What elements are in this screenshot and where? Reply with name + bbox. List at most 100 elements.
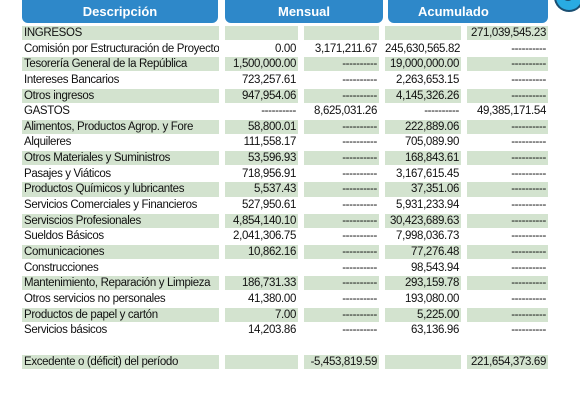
total-row-monthly-total: -5,453,819.59 bbox=[304, 354, 379, 369]
row-monthly-detail: 10,862.16 bbox=[225, 244, 298, 260]
row-cumulative-detail: 245,630,565.82 bbox=[385, 42, 461, 55]
row-monthly-detail: 53,596.93 bbox=[225, 151, 298, 166]
row-description: Alimentos, Productos Agrop. y Fore bbox=[22, 119, 219, 135]
row-cumulative-detail: 77,276.48 bbox=[385, 244, 461, 260]
table-row: Comisión por Estructuración de Proyectos… bbox=[22, 42, 548, 58]
row-monthly-detail: 0.00 bbox=[275, 42, 296, 55]
row-cumulative-detail: 7,998,036.73 bbox=[396, 230, 459, 243]
table-row: Tesorería General de la República 1,500,0… bbox=[22, 57, 548, 73]
row-cumulative-total: ---------- bbox=[511, 199, 546, 212]
row-description: Servicios básicos bbox=[24, 324, 107, 337]
row-cumulative-total: ---------- bbox=[511, 292, 546, 305]
row-cumulative-detail: 168,843.61 bbox=[385, 151, 461, 166]
row-description: Servicios Comerciales y Financieros bbox=[24, 199, 198, 212]
column-header-monthly: Mensual bbox=[225, 0, 383, 23]
row-monthly-total: ---------- bbox=[304, 182, 379, 197]
row-monthly-total: ---------- bbox=[304, 57, 379, 72]
row-cumulative-detail: 5,931,233.94 bbox=[396, 199, 459, 212]
row-cumulative-total: ---------- bbox=[511, 136, 546, 149]
row-monthly-total bbox=[304, 26, 379, 41]
table-row: Alquileres 111,558.17 ---------- 705,089.90… bbox=[22, 135, 548, 151]
row-monthly-detail bbox=[225, 261, 298, 275]
row-cumulative-detail: 193,080.00 bbox=[404, 292, 459, 305]
table-spacer bbox=[22, 339, 548, 355]
row-monthly-total: ---------- bbox=[342, 167, 377, 180]
row-cumulative-detail: 4,145,326.26 bbox=[385, 88, 461, 103]
row-description: Comunicaciones bbox=[22, 244, 219, 260]
row-monthly-total: ---------- bbox=[342, 199, 377, 212]
total-row-cumulative-total: 221,654,373.69 bbox=[467, 354, 548, 369]
column-header-description: Descripción bbox=[22, 0, 218, 23]
row-cumulative-total: ---------- bbox=[467, 307, 548, 322]
row-cumulative-total: ---------- bbox=[511, 73, 546, 86]
row-cumulative-detail: 30,423,689.63 bbox=[385, 213, 461, 228]
row-description: Pasajes y Viáticos bbox=[24, 167, 111, 180]
row-cumulative-total: ---------- bbox=[511, 167, 546, 180]
row-cumulative-total: ---------- bbox=[467, 88, 548, 103]
table-row: INGRESOS 271,039,545.23 bbox=[22, 26, 548, 42]
column-header-cumulative: Acumulado bbox=[388, 0, 548, 23]
row-cumulative-detail: ---------- bbox=[424, 105, 459, 118]
table-row: Otros Materiales y Suministros 53,596.93-… bbox=[22, 151, 548, 167]
row-monthly-detail: 723,257.61 bbox=[241, 73, 296, 86]
row-monthly-total: ---------- bbox=[304, 307, 379, 322]
row-cumulative-detail: 98,543.94 bbox=[410, 261, 459, 274]
row-monthly-detail: 718,956.91 bbox=[241, 167, 296, 180]
row-monthly-detail: 111,558.17 bbox=[243, 136, 297, 149]
row-monthly-detail: 4,854,140.10 bbox=[225, 213, 298, 228]
row-monthly-total: ---------- bbox=[342, 324, 377, 337]
table-row: Alimentos, Productos Agrop. y Fore 58,800… bbox=[22, 119, 548, 136]
row-monthly-detail: 41,380.00 bbox=[247, 292, 296, 305]
table-row: Servicios Comerciales y Financieros 527,9… bbox=[22, 198, 548, 214]
row-cumulative-total: ---------- bbox=[467, 182, 548, 197]
row-cumulative-total: 271,039,545.23 bbox=[467, 26, 548, 41]
row-monthly-total: ---------- bbox=[304, 244, 379, 260]
row-description: Otros servicios no personales bbox=[24, 292, 166, 305]
row-monthly-total: ---------- bbox=[304, 151, 379, 166]
row-cumulative-detail: 3,167,615.45 bbox=[396, 167, 459, 180]
row-cumulative-detail: 293,159.78 bbox=[385, 276, 461, 291]
row-cumulative-total: ---------- bbox=[511, 230, 546, 243]
table-row: Mantenimiento, Reparación y Limpieza 186,… bbox=[22, 276, 548, 292]
table-row: Intereses Bancarios 723,257.61 ---------- 2… bbox=[22, 73, 548, 89]
row-cumulative-detail: 222,889.06 bbox=[385, 119, 461, 135]
row-monthly-total: 8,625,031.26 bbox=[314, 105, 377, 118]
total-row-description: Excedente o (déficit) del período bbox=[22, 354, 219, 369]
row-monthly-detail: 527,950.61 bbox=[241, 199, 296, 212]
row-description: Intereses Bancarios bbox=[24, 73, 119, 86]
table-row: Serviscios Profesionales 4,854,140.10 ----… bbox=[22, 213, 548, 230]
row-monthly-total: 3,171,211.67 bbox=[314, 42, 377, 55]
row-cumulative-total: ---------- bbox=[467, 57, 548, 72]
row-monthly-total: ---------- bbox=[342, 230, 377, 243]
table-row: Servicios básicos 14,203.86 ---------- 63,1… bbox=[22, 323, 548, 339]
row-cumulative-total: ---------- bbox=[467, 151, 548, 166]
row-monthly-detail: 7.00 bbox=[225, 307, 298, 322]
table-row: Sueldos Básicos 2,041,306.75 ---------- 7,9… bbox=[22, 229, 548, 245]
row-cumulative-total: ---------- bbox=[467, 244, 548, 260]
total-row-monthly-detail bbox=[225, 354, 298, 369]
row-description: Comisión por Estructuración de Proyectos bbox=[24, 42, 219, 55]
row-monthly-detail: 186,731.33 bbox=[225, 276, 298, 291]
row-description: Sueldos Básicos bbox=[24, 230, 104, 243]
row-cumulative-detail: 37,351.06 bbox=[385, 182, 461, 197]
row-monthly-total: ---------- bbox=[304, 213, 379, 228]
row-cumulative-detail: 19,000,000.00 bbox=[385, 57, 461, 72]
row-cumulative-detail: 2,263,653.15 bbox=[396, 73, 459, 86]
row-monthly-detail: 58,800.01 bbox=[225, 119, 298, 135]
table-row: Productos Químicos y lubricantes 5,537.43… bbox=[22, 182, 548, 198]
row-monthly-detail bbox=[225, 26, 298, 41]
row-monthly-detail: 2,041,306.75 bbox=[233, 230, 296, 243]
row-description: Otros ingresos bbox=[22, 88, 219, 103]
row-cumulative-total: ---------- bbox=[467, 276, 548, 291]
table-row: GASTOS ---------- 8,625,031.26 ---------- 49… bbox=[22, 104, 548, 120]
row-monthly-total: ---------- bbox=[342, 136, 377, 149]
row-monthly-total: ---------- bbox=[342, 73, 377, 86]
row-cumulative-total: ---------- bbox=[511, 42, 546, 55]
row-cumulative-total: ---------- bbox=[511, 261, 546, 274]
row-monthly-total: ---------- bbox=[304, 276, 379, 291]
row-cumulative-detail: 63,136.96 bbox=[410, 324, 459, 337]
row-cumulative-detail bbox=[385, 26, 461, 41]
row-cumulative-total: 49,385,171.54 bbox=[477, 105, 546, 118]
row-description: INGRESOS bbox=[22, 26, 219, 41]
row-cumulative-total: ---------- bbox=[467, 213, 548, 228]
